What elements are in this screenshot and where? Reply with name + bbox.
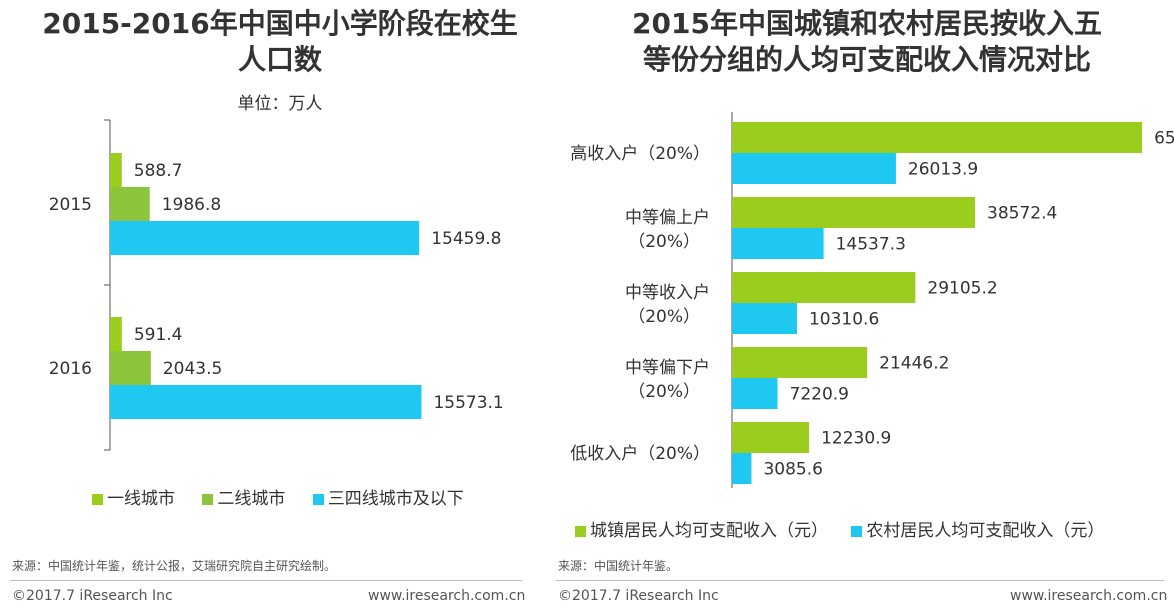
legend-label-tier1: 一线城市 — [107, 489, 175, 509]
legend-item-tier1: 一线城市 — [92, 489, 175, 509]
right-chart-title: 2015年中国城镇和农村居民按收入五 等份分组的人均可支配收入情况对比 — [560, 6, 1174, 78]
legend-swatch-tier3 — [312, 493, 324, 505]
legend-item-rural: 农村居民人均可支配收入（元） — [851, 521, 1104, 541]
left-footer-divider — [10, 580, 522, 581]
legend-item-tier2: 二线城市 — [202, 489, 285, 509]
left-bar-value-label: 15573.1 — [433, 393, 503, 413]
legend-swatch-urban — [575, 525, 586, 537]
left-bar — [110, 153, 122, 187]
right-bar-value-label: 65082.2 — [1154, 129, 1174, 149]
right-footer-divider — [556, 580, 1164, 581]
left-website-link[interactable]: www.iresearch.com.cn — [368, 588, 526, 604]
right-legend: 城镇居民人均可支配收入（元） 农村居民人均可支配收入（元） — [575, 516, 1104, 541]
right-category-label: 中等收入户 — [625, 283, 710, 303]
left-bar-value-label: 15459.8 — [431, 229, 501, 249]
right-bar — [732, 153, 896, 184]
right-bar — [732, 197, 976, 228]
left-bar — [110, 187, 150, 221]
right-bar-value-label: 14537.3 — [836, 235, 906, 255]
right-bar — [732, 378, 778, 409]
right-bar-value-label: 29105.2 — [927, 279, 997, 299]
right-category-label: （20%） — [628, 382, 700, 402]
right-bar-chart: 高收入户（20%） 65082.2 26013.9 中等偏上户 （20%） 38572.4… — [570, 112, 1174, 488]
left-copyright: ©2017.7 iResearch Inc — [12, 588, 173, 604]
left-chart-title: 2015-2016年中国中小学阶段在校生 人口数 — [0, 6, 560, 78]
left-bar — [110, 317, 122, 351]
right-bar-value-label: 7220.9 — [790, 385, 849, 405]
legend-label-tier3: 三四线城市及以下 — [327, 489, 464, 509]
right-title-line-1: 2015年中国城镇和农村居民按收入五 — [632, 7, 1102, 40]
right-bar — [732, 347, 868, 378]
left-unit-label: 单位：万人 — [237, 94, 323, 114]
right-bar — [732, 453, 752, 484]
left-bar-value-label: 2043.5 — [163, 359, 222, 379]
left-legend: 一线城市 二线城市 三四线城市及以下 — [92, 484, 464, 509]
left-bar-value-label: 591.4 — [134, 325, 183, 345]
legend-swatch-tier2 — [202, 493, 214, 505]
right-source-note: 来源：中国统计年鉴。 — [558, 559, 679, 573]
left-bar — [110, 221, 420, 255]
right-bar-value-label: 38572.4 — [987, 204, 1057, 224]
legend-swatch-tier1 — [92, 493, 103, 505]
right-bar — [732, 228, 824, 259]
left-title-line-2: 人口数 — [237, 43, 322, 76]
right-bar — [732, 303, 797, 334]
left-source-note: 来源：中国统计年鉴，统计公报，艾瑞研究院自主研究绘制。 — [12, 559, 337, 573]
legend-label-tier2: 二线城市 — [217, 489, 286, 509]
right-category-label: 中等偏上户 — [625, 208, 710, 228]
right-bar — [732, 122, 1143, 153]
right-title-line-2: 等份分组的人均可支配收入情况对比 — [642, 43, 1091, 76]
right-category-label: （20%） — [628, 307, 700, 327]
legend-label-urban: 城镇居民人均可支配收入（元） — [590, 521, 828, 541]
right-bar — [732, 272, 916, 303]
legend-swatch-rural — [851, 525, 863, 537]
right-website-link[interactable]: www.iresearch.com.cn — [1010, 588, 1168, 604]
left-bar-chart: 2015 588.7 1986.8 15459.8 2016 591.4 2043.5 155… — [49, 119, 504, 451]
right-bar-value-label: 3085.6 — [763, 460, 822, 480]
legend-item-tier3: 三四线城市及以下 — [312, 489, 464, 509]
right-category-label: 中等偏下户 — [625, 358, 710, 378]
right-category-label: 高收入户（20%） — [570, 144, 710, 164]
legend-item-urban: 城镇居民人均可支配收入（元） — [575, 521, 828, 541]
right-category-label: 低收入户（20%） — [570, 444, 710, 464]
right-bar-value-label: 26013.9 — [908, 160, 978, 180]
right-bar-value-label: 10310.6 — [809, 310, 879, 330]
left-bar-value-label: 1986.8 — [162, 195, 221, 215]
left-category-label: 2015 — [49, 195, 92, 215]
left-category-label: 2016 — [49, 359, 92, 379]
left-bar-value-label: 588.7 — [134, 161, 183, 181]
left-bar — [110, 385, 422, 419]
right-bar — [732, 422, 810, 453]
right-bar-value-label: 12230.9 — [821, 429, 891, 449]
right-copyright: ©2017.7 iResearch Inc — [558, 588, 719, 604]
left-title-line-1: 2015-2016年中国中小学阶段在校生 — [42, 7, 518, 40]
right-category-label: （20%） — [628, 232, 700, 252]
right-bar-value-label: 21446.2 — [879, 354, 949, 374]
left-bar — [110, 351, 151, 385]
legend-label-rural: 农村居民人均可支配收入（元） — [866, 521, 1105, 541]
